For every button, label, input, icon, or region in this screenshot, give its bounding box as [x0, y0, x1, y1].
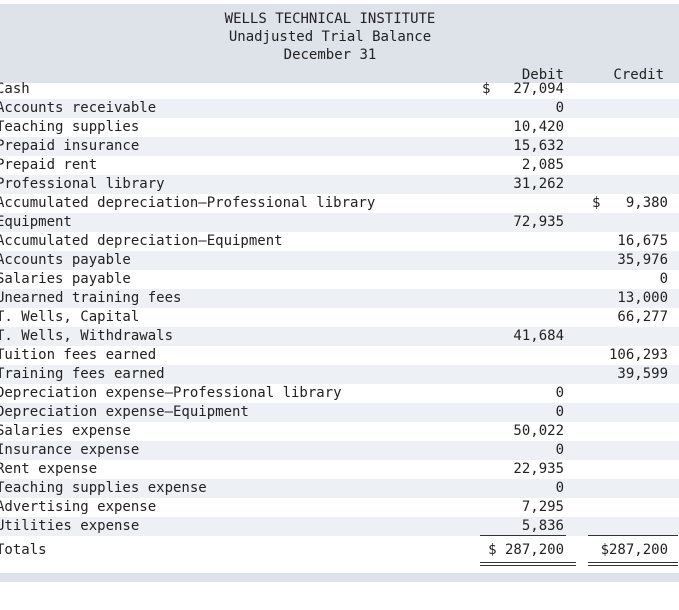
debit-currency-symbol: $: [482, 81, 491, 97]
account-name: Rent expense: [0, 461, 98, 477]
debit-amount: 31,262: [513, 176, 564, 192]
debit-amount: 7,295: [521, 499, 564, 515]
table-row: Utilities expense 5,836: [0, 517, 679, 536]
credit-total-rule: [588, 535, 678, 536]
credit-amount: 9,380: [625, 195, 668, 211]
totals-row: Totals $ 287,200 $287,200: [0, 539, 679, 561]
debit-double-rule-2: [480, 565, 576, 566]
debit-amount: 50,022: [513, 423, 564, 439]
account-name: Insurance expense: [0, 442, 140, 458]
credit-amount: 106,293: [608, 347, 668, 363]
company-name: WELLS TECHNICAL INSTITUTE: [224, 11, 436, 27]
trial-balance-rows: Cash $27,094 Accounts receivable 0 Teaching …: [0, 80, 679, 536]
account-name: T. Wells, Withdrawals: [0, 328, 174, 344]
account-name: Accounts payable: [0, 252, 131, 268]
table-row: Equipment 72,935: [0, 213, 679, 232]
account-name: Accumulated depreciation—Professional li…: [0, 195, 376, 211]
report-header: WELLS TECHNICAL INSTITUTE Unadjusted Tri…: [0, 4, 679, 83]
debit-amount: 72,935: [513, 214, 564, 230]
account-name: T. Wells, Capital: [0, 309, 140, 325]
account-name: Depreciation expense—Equipment: [0, 404, 249, 420]
account-name: Advertising expense: [0, 499, 157, 515]
totals-credit: $287,200: [600, 542, 668, 558]
credit-column-header: Credit: [613, 67, 664, 83]
debit-amount: 0: [555, 404, 564, 420]
credit-amount: 66,277: [617, 309, 668, 325]
debit-amount: 0: [555, 480, 564, 496]
table-row: Accounts payable 35,976: [0, 251, 679, 270]
account-name: Salaries expense: [0, 423, 131, 439]
account-name: Utilities expense: [0, 518, 140, 534]
account-name: Equipment: [0, 214, 72, 230]
table-row: Accumulated depreciation—Equipment 16,675: [0, 232, 679, 251]
debit-total-rule: [480, 535, 566, 536]
credit-double-rule-1: [588, 562, 678, 563]
debit-amount: 10,420: [513, 119, 564, 135]
table-row: Teaching supplies expense 0: [0, 479, 679, 498]
table-row: T. Wells, Withdrawals 41,684: [0, 327, 679, 346]
credit-amount: 13,000: [617, 290, 668, 306]
debit-column-header: Debit: [521, 67, 564, 83]
table-row: Rent expense 22,935: [0, 460, 679, 479]
report-date: December 31: [283, 47, 377, 63]
credit-double-rule-2: [588, 565, 678, 566]
table-row: Accumulated depreciation—Professional li…: [0, 194, 679, 213]
table-row: Unearned training fees 13,000: [0, 289, 679, 308]
table-row: Advertising expense 7,295: [0, 498, 679, 517]
debit-amount: 0: [555, 385, 564, 401]
account-name: Training fees earned: [0, 366, 165, 382]
totals-label: Totals: [0, 542, 47, 558]
credit-amount: 0: [659, 271, 668, 287]
report-footer-bar: [0, 573, 679, 582]
table-row: Salaries payable 0: [0, 270, 679, 289]
table-row: Professional library 31,262: [0, 175, 679, 194]
account-name: Teaching supplies expense: [0, 480, 207, 496]
table-row: Training fees earned 39,599: [0, 365, 679, 384]
totals-debit: $ 287,200: [488, 542, 564, 558]
credit-amount: 16,675: [617, 233, 668, 249]
table-row: Teaching supplies 10,420: [0, 118, 679, 137]
account-name: Depreciation expense—Professional librar…: [0, 385, 342, 401]
debit-double-rule-1: [480, 562, 576, 563]
debit-amount: 22,935: [513, 461, 564, 477]
debit-amount: 2,085: [521, 157, 564, 173]
debit-amount: 27,094: [513, 81, 564, 97]
account-name: Tuition fees earned: [0, 347, 157, 363]
account-name: Teaching supplies: [0, 119, 140, 135]
table-row: Tuition fees earned 106,293: [0, 346, 679, 365]
account-name: Accumulated depreciation—Equipment: [0, 233, 283, 249]
table-row: Depreciation expense—Professional librar…: [0, 384, 679, 403]
table-row: T. Wells, Capital 66,277: [0, 308, 679, 327]
account-name: Professional library: [0, 176, 165, 192]
report-title: Unadjusted Trial Balance: [228, 29, 432, 45]
credit-currency-symbol: $: [592, 195, 601, 211]
account-name: Prepaid insurance: [0, 138, 140, 154]
debit-amount: 5,836: [521, 518, 564, 534]
account-name: Accounts receivable: [0, 100, 157, 116]
account-name: Salaries payable: [0, 271, 131, 287]
debit-amount: 0: [555, 100, 564, 116]
debit-amount: 41,684: [513, 328, 564, 344]
credit-amount: 39,599: [617, 366, 668, 382]
account-name: Unearned training fees: [0, 290, 182, 306]
table-row: Depreciation expense—Equipment 0: [0, 403, 679, 422]
account-name: Prepaid rent: [0, 157, 98, 173]
table-row: Accounts receivable 0: [0, 99, 679, 118]
credit-amount: 35,976: [617, 252, 668, 268]
table-row: Salaries expense 50,022: [0, 422, 679, 441]
table-row: Cash $27,094: [0, 80, 679, 99]
debit-amount: 15,632: [513, 138, 564, 154]
table-row: Prepaid rent 2,085: [0, 156, 679, 175]
table-row: Prepaid insurance 15,632: [0, 137, 679, 156]
table-row: Insurance expense 0: [0, 441, 679, 460]
account-name: Cash: [0, 81, 30, 97]
debit-amount: 0: [555, 442, 564, 458]
